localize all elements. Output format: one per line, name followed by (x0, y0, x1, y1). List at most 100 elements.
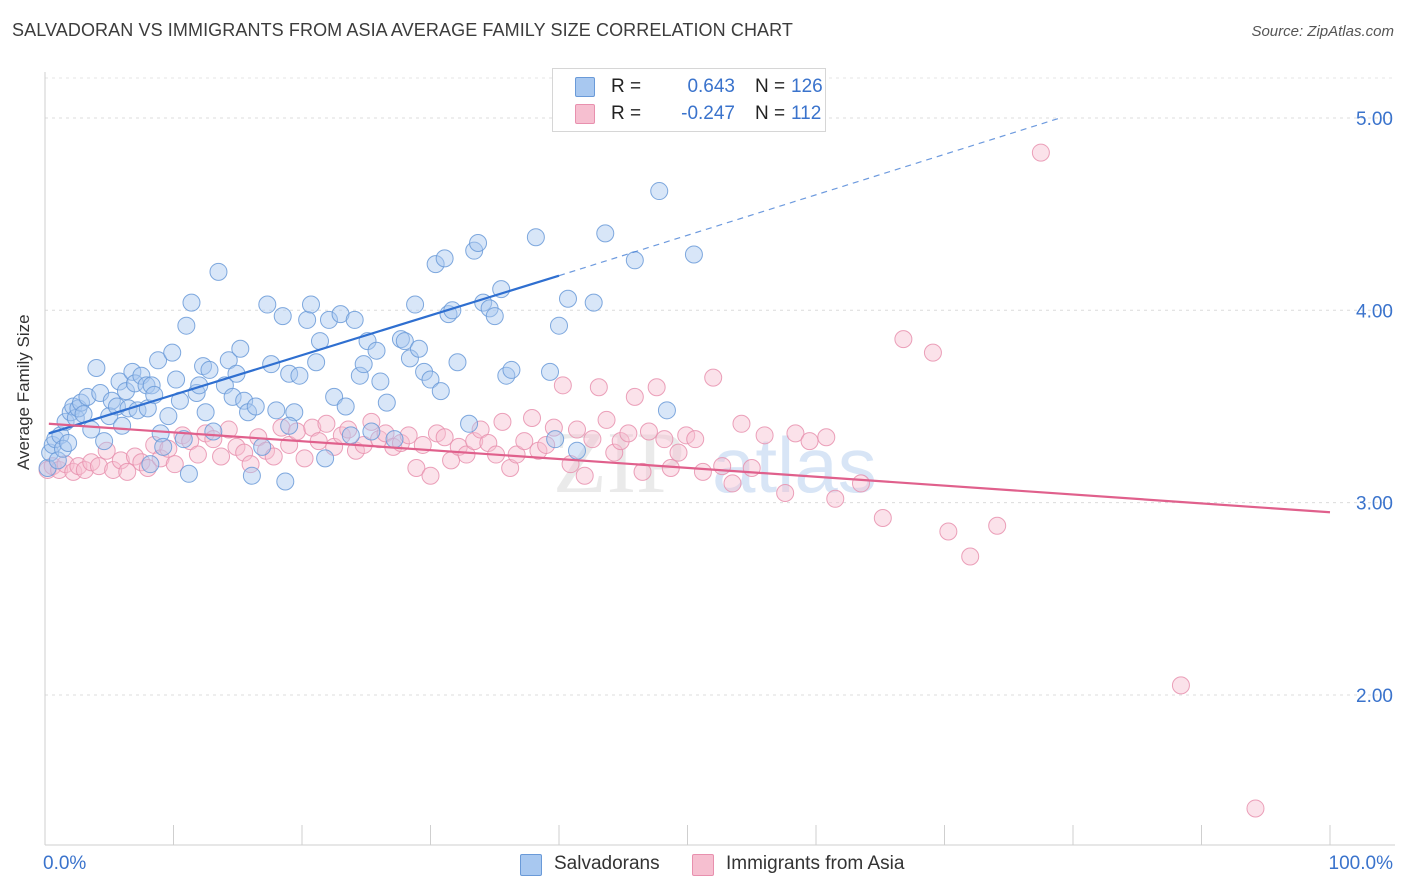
data-point-immigrants-from-asia (188, 445, 207, 464)
data-point-salvadorans (149, 351, 168, 370)
data-point-salvadorans (298, 310, 317, 329)
data-point-salvadorans (431, 382, 450, 401)
n-label: N = (755, 76, 786, 97)
data-point-salvadorans (341, 426, 360, 445)
data-point-immigrants-from-asia (704, 368, 723, 387)
source-credit: Source: ZipAtlas.com (1251, 23, 1394, 40)
data-point-salvadorans (409, 339, 428, 358)
data-point-salvadorans (231, 339, 250, 358)
n-value: 126 (791, 76, 823, 97)
swatch-pink (575, 104, 595, 124)
series-salvadorans (38, 182, 703, 491)
data-point-immigrants-from-asia (219, 420, 238, 439)
data-point-salvadorans (219, 351, 238, 370)
data-point-salvadorans (497, 366, 516, 385)
data-point-immigrants-from-asia (376, 424, 395, 443)
data-point-salvadorans (541, 362, 560, 381)
data-point-immigrants-from-asia (639, 422, 658, 441)
n-label: N = (755, 103, 786, 124)
data-point-immigrants-from-asia (1246, 799, 1265, 818)
data-point-immigrants-from-asia (669, 443, 688, 462)
data-point-salvadorans (174, 430, 193, 449)
legend-label: Immigrants from Asia (726, 853, 905, 874)
data-point-salvadorans (200, 360, 219, 379)
grid-lines (45, 77, 1395, 696)
n-value: 112 (791, 103, 822, 124)
data-point-immigrants-from-asia (755, 426, 774, 445)
legend-swatch-blue (520, 854, 542, 876)
data-point-salvadorans (406, 295, 425, 314)
data-point-salvadorans (235, 391, 254, 410)
data-point-salvadorans (502, 360, 521, 379)
data-point-salvadorans (362, 422, 381, 441)
data-point-salvadorans (137, 376, 156, 395)
data-point-immigrants-from-asia (235, 443, 254, 462)
data-point-salvadorans (546, 430, 565, 449)
data-point-salvadorans (316, 449, 335, 468)
data-point-salvadorans (400, 349, 419, 368)
data-point-salvadorans (625, 251, 644, 270)
data-point-salvadorans (253, 437, 272, 456)
data-point-immigrants-from-asia (605, 443, 624, 462)
data-point-immigrants-from-asia (589, 378, 608, 397)
legend-swatch-pink (692, 854, 714, 876)
data-point-immigrants-from-asia (567, 420, 586, 439)
x-tick-label: 100.0% (1329, 853, 1394, 874)
data-point-immigrants-from-asia (471, 420, 490, 439)
data-point-salvadorans (377, 393, 396, 412)
r-value: 0.643 (687, 76, 735, 97)
data-point-salvadorans (48, 451, 67, 470)
data-point-immigrants-from-asia (575, 466, 594, 485)
chart-title: SALVADORAN VS IMMIGRANTS FROM ASIA AVERA… (12, 20, 794, 40)
data-point-salvadorans (113, 416, 132, 435)
data-point-immigrants-from-asia (493, 412, 512, 431)
data-point-salvadorans (448, 353, 467, 372)
data-point-salvadorans (87, 359, 106, 378)
data-point-salvadorans (421, 370, 440, 389)
data-point-immigrants-from-asia (515, 432, 534, 451)
data-point-salvadorans (558, 289, 577, 308)
r-label: R = (611, 76, 642, 97)
data-point-immigrants-from-asia (272, 418, 291, 437)
y-tick-label: 4.00 (1356, 301, 1393, 322)
data-point-salvadorans (319, 310, 338, 329)
data-point-salvadorans (307, 353, 326, 372)
data-point-immigrants-from-asia (399, 426, 418, 445)
data-point-immigrants-from-asia (435, 428, 454, 447)
watermark-atlas: atlas (712, 421, 877, 509)
data-point-salvadorans (163, 343, 182, 362)
data-point-immigrants-from-asia (817, 428, 836, 447)
data-point-salvadorans (415, 362, 434, 381)
trendline-immigrants-from-asia (48, 422, 1331, 514)
x-tick-label: 0.0% (43, 853, 86, 874)
data-point-salvadorans (301, 295, 320, 314)
data-point-salvadorans (385, 430, 404, 449)
data-point-immigrants-from-asia (241, 455, 260, 474)
data-point-immigrants-from-asia (939, 522, 958, 541)
data-point-salvadorans (550, 316, 568, 335)
r-label: R = (611, 103, 642, 124)
data-point-immigrants-from-asia (523, 409, 542, 428)
data-point-immigrants-from-asia (264, 447, 283, 466)
data-point-salvadorans (204, 422, 223, 441)
y-tick-label: 3.00 (1356, 494, 1393, 515)
data-point-immigrants-from-asia (118, 462, 137, 481)
data-point-immigrants-from-asia (961, 547, 980, 566)
data-point-salvadorans (336, 397, 355, 416)
data-point-salvadorans (159, 407, 178, 426)
data-point-immigrants-from-asia (583, 430, 602, 449)
data-point-immigrants-from-asia (111, 451, 130, 470)
data-point-immigrants-from-asia (407, 459, 426, 478)
trendlines (48, 117, 1331, 514)
r-value: -0.247 (681, 103, 735, 124)
data-point-immigrants-from-asia (165, 455, 184, 474)
data-point-salvadorans (325, 387, 344, 406)
data-point-immigrants-from-asia (75, 460, 94, 479)
data-point-immigrants-from-asia (923, 343, 942, 362)
data-point-immigrants-from-asia (553, 376, 572, 395)
data-point-salvadorans (350, 366, 369, 385)
data-point-salvadorans (285, 403, 304, 422)
data-point-salvadorans (258, 295, 277, 314)
y-tick-label: 5.00 (1356, 109, 1393, 130)
